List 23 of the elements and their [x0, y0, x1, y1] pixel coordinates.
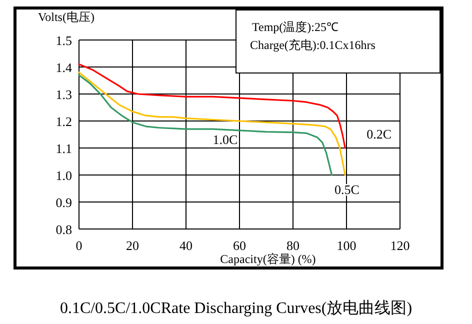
x-tick-label: 0 [76, 238, 82, 253]
y-tick-label: 0.9 [56, 195, 72, 210]
line-series [78, 64, 346, 149]
text: 0.1C/0.5C/1.0CRate Discharging Curves(放电曲线图) [60, 299, 412, 317]
x-tick-label: 40 [180, 238, 192, 253]
x-tick-label: 60 [233, 238, 246, 253]
text: Temp(温度):25℃ [252, 20, 338, 34]
y-tick-label: 1.4 [56, 60, 72, 75]
annotation: Charge(充电):0.1Cx16hrs [250, 38, 376, 52]
y-tick-label: 1.5 [56, 33, 72, 48]
x-tick-label: 20 [126, 238, 139, 253]
x-tick-label: 100 [336, 238, 356, 253]
y-tick-label: 1.3 [56, 87, 72, 102]
series-label: 1.0C [212, 132, 238, 147]
y-tick-label: 0.8 [56, 222, 72, 237]
x-axis-title: Capacity(容量) (%) [220, 252, 316, 266]
y-axis-title: Volts(电压) [38, 10, 94, 24]
x-tick-label: 120 [390, 238, 410, 253]
y-tick-label: 1.1 [56, 141, 72, 156]
series-label: 0.2C [366, 126, 392, 142]
y-tick-label: 1.0 [56, 168, 72, 183]
x-tick-label: 80 [286, 238, 300, 253]
y-tick-label: 1.2 [56, 114, 72, 129]
